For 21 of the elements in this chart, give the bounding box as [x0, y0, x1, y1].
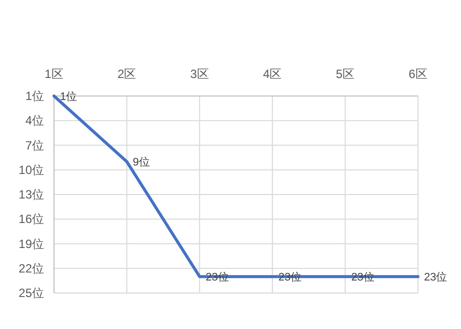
y-tick-label: 22位 — [18, 261, 44, 276]
y-tick-label: 1位 — [25, 89, 44, 103]
data-label: 1位 — [60, 91, 78, 103]
y-tick-label: 13位 — [18, 188, 44, 202]
y-tick-label: 16位 — [18, 212, 44, 226]
data-label: 23位 — [206, 272, 229, 284]
x-tick-label: 2区 — [117, 67, 136, 81]
y-tick-label: 7位 — [25, 138, 44, 152]
data-label: 23位 — [424, 272, 448, 284]
y-tick-label: 10位 — [18, 162, 44, 177]
data-label: 23位 — [351, 272, 374, 284]
x-tick-label: 3区 — [190, 67, 209, 81]
y-tick-label: 4位 — [25, 114, 44, 128]
y-tick-label: 19位 — [18, 236, 44, 251]
x-tick-label: 6区 — [408, 67, 428, 81]
x-tick-label: 5区 — [336, 67, 355, 81]
data-label: 23位 — [278, 272, 302, 284]
x-tick-label: 4区 — [263, 67, 282, 81]
y-tick-label: 25位 — [18, 286, 44, 300]
x-tick-label: 1区 — [44, 67, 64, 81]
data-label: 9位 — [132, 156, 150, 169]
